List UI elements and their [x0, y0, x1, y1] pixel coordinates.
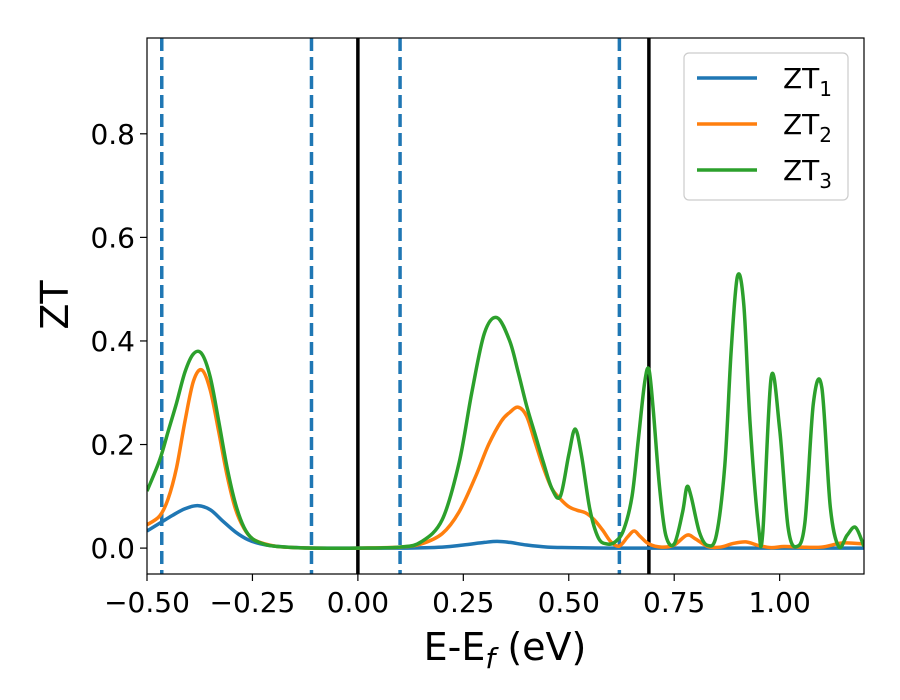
- plot-frame: [146, 37, 865, 575]
- x-axis-ticks: −0.50 −0.25 0.00 0.25 0.50 0.75 1.00: [104, 574, 811, 619]
- legend-label-zt3: ZT3: [783, 154, 832, 193]
- y-tick-label: 0.4: [90, 325, 135, 358]
- x-tick-label: 1.00: [748, 586, 810, 619]
- x-tick-label: 0.25: [432, 586, 494, 619]
- legend-label-zt1: ZT1: [783, 62, 832, 101]
- legend-box: [683, 52, 849, 201]
- x-axis-title: E-Ef (eV): [424, 625, 587, 675]
- x-tick-label: −0.50: [104, 586, 190, 619]
- x-tick-label: 0.50: [538, 586, 600, 619]
- y-axis-ticks: 0.0 0.2 0.4 0.6 0.8: [90, 118, 147, 565]
- x-tick-label: 0.75: [643, 586, 705, 619]
- series-line-zt3: [147, 272, 864, 550]
- legend: ZT1 ZT2 ZT3: [683, 52, 849, 201]
- y-tick-label: 0.2: [90, 429, 135, 462]
- y-tick-label: 0.0: [90, 532, 135, 565]
- series-lines: [147, 272, 864, 550]
- legend-label-zt2: ZT2: [783, 108, 832, 147]
- reference-lines: [160, 38, 651, 574]
- y-tick-label: 0.8: [90, 118, 135, 151]
- x-tick-label: −0.25: [210, 586, 296, 619]
- x-tick-label: 0.00: [327, 586, 389, 619]
- y-tick-label: 0.6: [90, 221, 135, 254]
- y-axis-title: ZT: [33, 280, 77, 330]
